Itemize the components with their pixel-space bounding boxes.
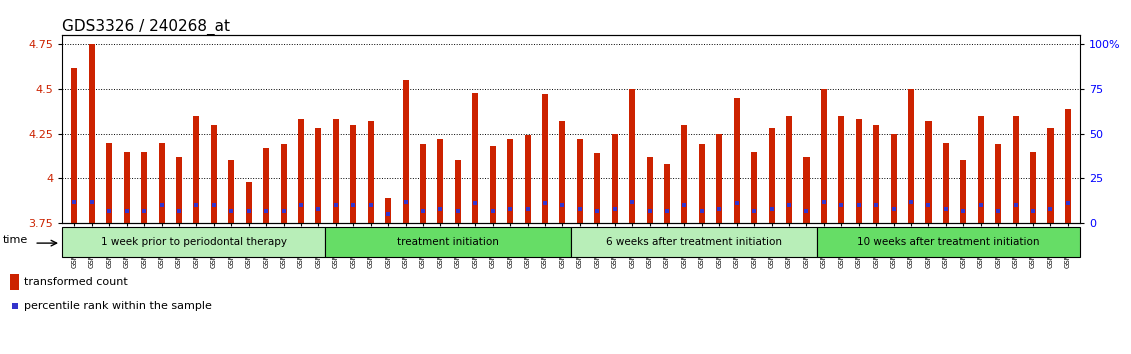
Bar [245,182,252,223]
Bar [385,198,391,223]
Bar [438,139,443,223]
Bar [716,134,723,223]
Bar [333,119,339,223]
Bar [560,121,566,223]
Bar [1030,152,1036,223]
Bar [193,116,199,223]
Bar [62,227,326,257]
Bar [769,128,775,223]
Bar [960,160,966,223]
Bar [571,227,817,257]
Text: treatment initiation: treatment initiation [397,236,499,247]
Bar [594,153,601,223]
Text: 6 weeks after treatment initiation: 6 weeks after treatment initiation [606,236,782,247]
Text: 1 week prior to periodontal therapy: 1 week prior to periodontal therapy [101,236,287,247]
Bar [106,143,112,223]
Bar [873,125,879,223]
Bar [908,89,914,223]
Bar [856,119,862,223]
Bar [681,125,688,223]
Bar [507,139,513,223]
Bar [141,152,147,223]
Bar [803,157,810,223]
Text: time: time [3,235,28,245]
Text: GDS3326 / 240268_at: GDS3326 / 240268_at [62,19,231,35]
Bar [629,89,636,223]
Bar [821,89,827,223]
Text: transformed count: transformed count [25,276,128,287]
Bar [647,157,653,223]
Bar [10,274,19,290]
Bar [699,144,705,223]
Bar [403,80,408,223]
Bar [890,134,897,223]
Bar [977,116,984,223]
Bar [210,125,217,223]
Bar [89,44,95,223]
Text: 10 weeks after treatment initiation: 10 weeks after treatment initiation [857,236,1039,247]
Bar [1065,109,1071,223]
Bar [734,98,740,223]
Bar [786,116,792,223]
Bar [612,134,618,223]
Bar [542,95,549,223]
Text: percentile rank within the sample: percentile rank within the sample [25,301,213,311]
Bar [817,227,1080,257]
Bar [577,139,582,223]
Bar [420,144,426,223]
Bar [351,125,356,223]
Bar [71,68,77,223]
Bar [751,152,758,223]
Bar [264,148,269,223]
Bar [943,143,949,223]
Bar [995,144,1001,223]
Bar [525,136,530,223]
Bar [490,146,495,223]
Bar [368,121,373,223]
Bar [123,152,130,223]
Bar [176,157,182,223]
Bar [1012,116,1019,223]
Bar [280,144,286,223]
Bar [664,164,670,223]
Bar [1047,128,1053,223]
Bar [925,121,932,223]
Bar [326,227,571,257]
Bar [316,128,321,223]
Bar [158,143,165,223]
Bar [838,116,845,223]
Bar [228,160,234,223]
Bar [297,119,304,223]
Bar [473,93,478,223]
Bar [455,160,461,223]
